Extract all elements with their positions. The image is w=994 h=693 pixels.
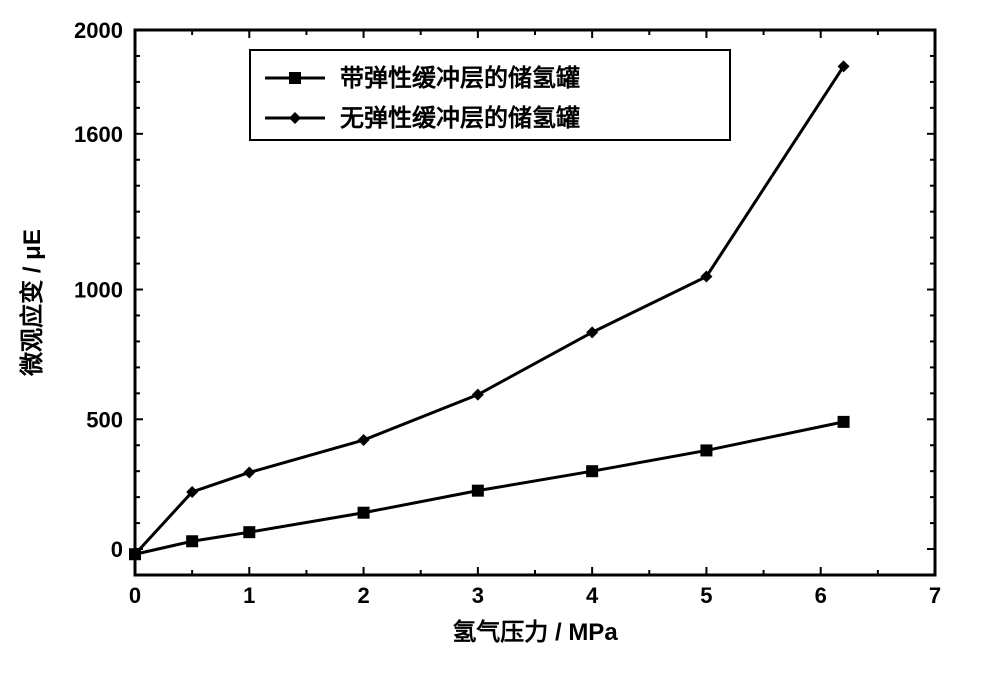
svg-text:7: 7 (929, 583, 941, 608)
legend-item-1: 无弹性缓冲层的储氢罐 (340, 104, 580, 132)
legend: 带弹性缓冲层的储氢罐无弹性缓冲层的储氢罐 (250, 50, 730, 140)
svg-text:6: 6 (815, 583, 827, 608)
svg-text:1: 1 (243, 583, 255, 608)
chart-container: 0 1 2 3 4 5 6 7 0 500 1000 1600 2000 氢气压力 / MPa 微观应变 /… (0, 0, 994, 693)
svg-text:4: 4 (586, 583, 599, 608)
svg-text:0: 0 (111, 537, 123, 562)
y-axis-label: 微观应变 / μE (18, 229, 46, 377)
svg-text:0: 0 (129, 583, 141, 608)
svg-text:3: 3 (472, 583, 484, 608)
svg-text:2: 2 (357, 583, 369, 608)
svg-text:5: 5 (700, 583, 712, 608)
x-axis-label: 氢气压力 / MPa (452, 618, 618, 646)
svg-text:2000: 2000 (74, 18, 123, 43)
series-0 (129, 416, 850, 560)
line-chart: 0 1 2 3 4 5 6 7 0 500 1000 1600 2000 氢气压力 / MPa 微观应变 /… (0, 0, 994, 693)
svg-text:1000: 1000 (74, 278, 123, 303)
legend-item-0: 带弹性缓冲层的储氢罐 (340, 64, 580, 92)
svg-text:500: 500 (86, 407, 123, 432)
svg-text:1600: 1600 (74, 122, 123, 147)
